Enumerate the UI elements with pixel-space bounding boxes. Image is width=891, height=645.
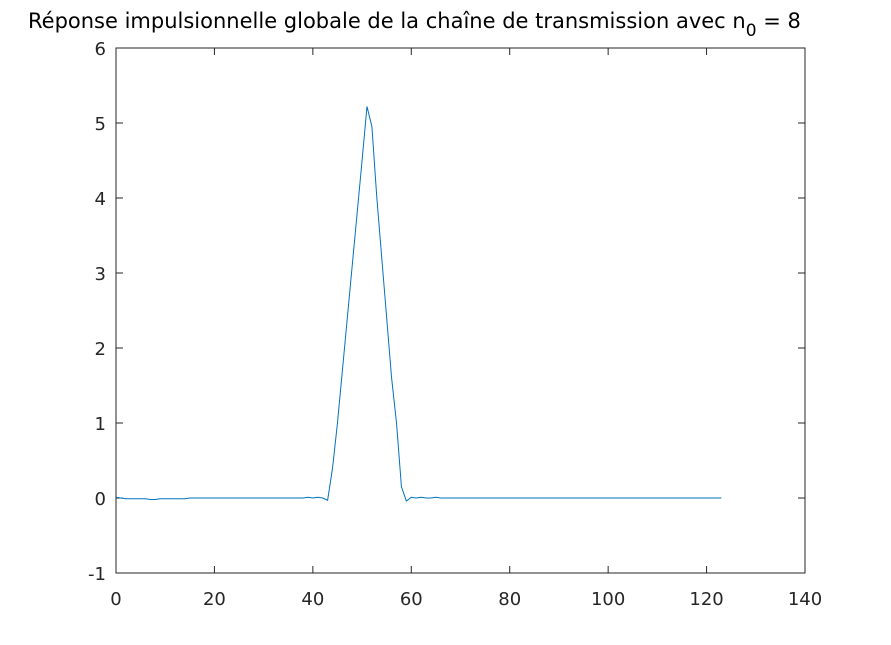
chart-title-main: Réponse impulsionnelle globale de la cha… <box>28 9 746 33</box>
x-tick-label: 140 <box>788 589 822 610</box>
x-tick-label: 60 <box>400 589 423 610</box>
chart-title-subscript: 0 <box>746 21 757 41</box>
y-tick-label: 3 <box>95 264 106 285</box>
x-tick-label: 40 <box>301 589 324 610</box>
chart-title-suffix: = 8 <box>757 9 801 33</box>
x-tick-label: 20 <box>203 589 226 610</box>
series-line <box>115 106 722 502</box>
y-tick-label: 4 <box>95 189 106 210</box>
y-tick-label: 0 <box>95 489 106 510</box>
chart-title: Réponse impulsionnelle globale de la cha… <box>28 9 801 41</box>
y-tick-label: 2 <box>95 339 106 360</box>
y-tick-label: 6 <box>95 39 106 60</box>
plot-area <box>115 47 806 574</box>
y-tick-label: 1 <box>95 414 106 435</box>
x-tick-label: 120 <box>689 589 723 610</box>
axis-ticks <box>115 47 806 574</box>
x-tick-label: 100 <box>591 589 625 610</box>
y-tick-label: 5 <box>95 114 106 135</box>
y-tick-label: -1 <box>88 564 106 585</box>
x-tick-label: 80 <box>498 589 521 610</box>
x-tick-label: 0 <box>110 589 121 610</box>
